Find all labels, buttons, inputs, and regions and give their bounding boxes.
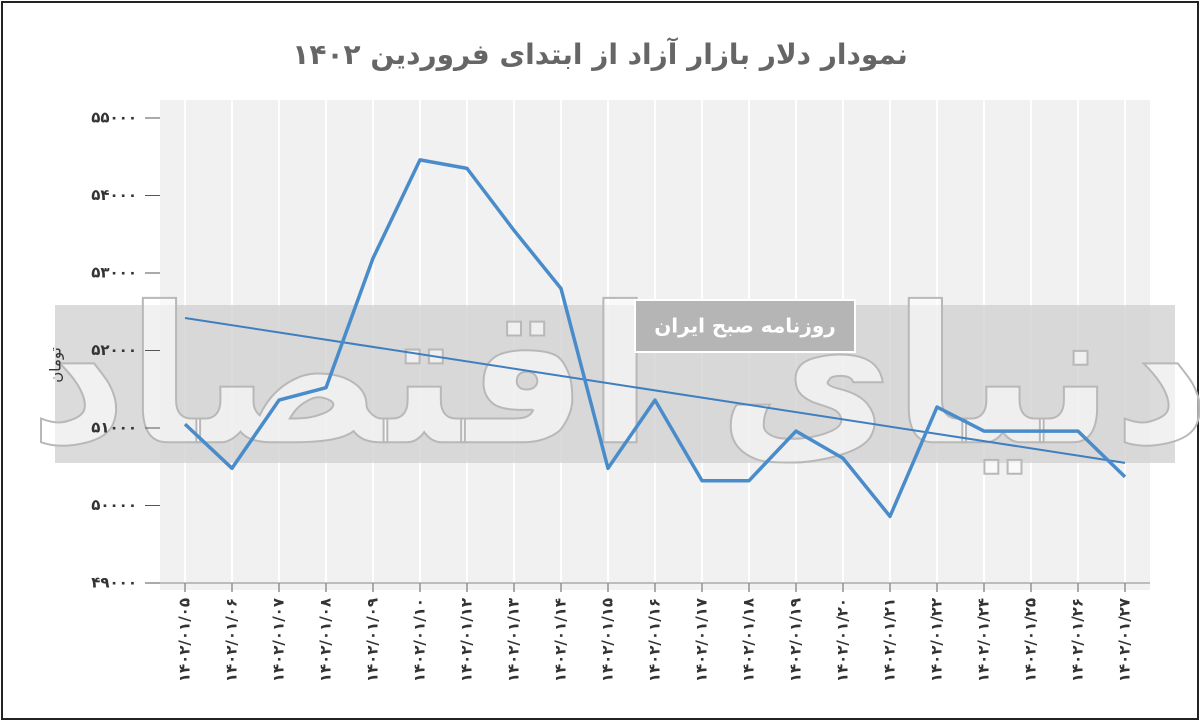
x-tick-label: ۱۴۰۲/۰۱/۲۱: [881, 598, 899, 682]
x-tick-label: ۱۴۰۲/۰۱/۱۵: [599, 598, 617, 682]
price-line: [183, 158, 1127, 519]
x-tick-label: ۱۴۰۲/۰۱/۰۵: [176, 598, 194, 682]
y-tick-label: ۵۵۰۰۰: [91, 109, 137, 127]
y-tick-label: ۵۲۰۰۰: [91, 341, 137, 359]
badge: روزنامه صبح ایران: [654, 314, 836, 338]
x-tick-label: ۱۴۰۲/۰۱/۰۹: [364, 598, 382, 682]
badge-box: [634, 299, 856, 353]
x-tick-label: ۱۴۰۲/۰۱/۲۲: [928, 598, 946, 682]
y-tick-label: ۵۴۰۰۰: [91, 186, 137, 204]
x-tick-label: ۱۴۰۲/۰۱/۰۷: [270, 598, 288, 682]
x-tick-label: ۱۴۰۲/۰۱/۱۲: [458, 598, 476, 682]
y-tick-label: ۵۰۰۰۰: [91, 496, 137, 514]
x-tick-label: ۱۴۰۲/۰۱/۲۵: [1022, 598, 1040, 682]
y-tick-label: ۵۱۰۰۰: [91, 419, 137, 437]
x-tick-label: ۱۴۰۲/۰۱/۰۸: [317, 598, 335, 682]
x-tick-label: ۱۴۰۲/۰۱/۰۶: [223, 598, 241, 682]
watermark: دنیای اقتصاد: [29, 266, 1200, 487]
x-tick-label: ۱۴۰۲/۰۱/۱۶: [646, 598, 664, 682]
x-tick-label: ۱۴۰۲/۰۱/۱۳: [505, 598, 523, 682]
y-tick-label: ۴۹۰۰۰: [91, 574, 137, 592]
x-tick-label: ۱۴۰۲/۰۱/۱۷: [693, 598, 711, 682]
y-axis-label: تومان: [47, 347, 65, 383]
x-tick-label: ۱۴۰۲/۰۱/۲۷: [1116, 598, 1134, 682]
x-tick-label: ۱۴۰۲/۰۱/۱۴: [552, 598, 570, 682]
x-tick-label: ۱۴۰۲/۰۱/۲۶: [1069, 598, 1087, 682]
x-tick-label: ۱۴۰۲/۰۱/۲۴: [975, 598, 993, 682]
chart-title: نمودار دلار بازار آزاد از ابتدای فروردین…: [292, 37, 907, 71]
x-tick-label: ۱۴۰۲/۰۱/۱۹: [787, 598, 805, 682]
x-tick-label: ۱۴۰۲/۰۱/۱۰: [411, 598, 429, 682]
x-tick-label: ۱۴۰۲/۰۱/۱۸: [740, 598, 758, 682]
x-tick-label: ۱۴۰۲/۰۱/۲۰: [834, 598, 852, 682]
y-tick-label: ۵۳۰۰۰: [91, 264, 137, 282]
